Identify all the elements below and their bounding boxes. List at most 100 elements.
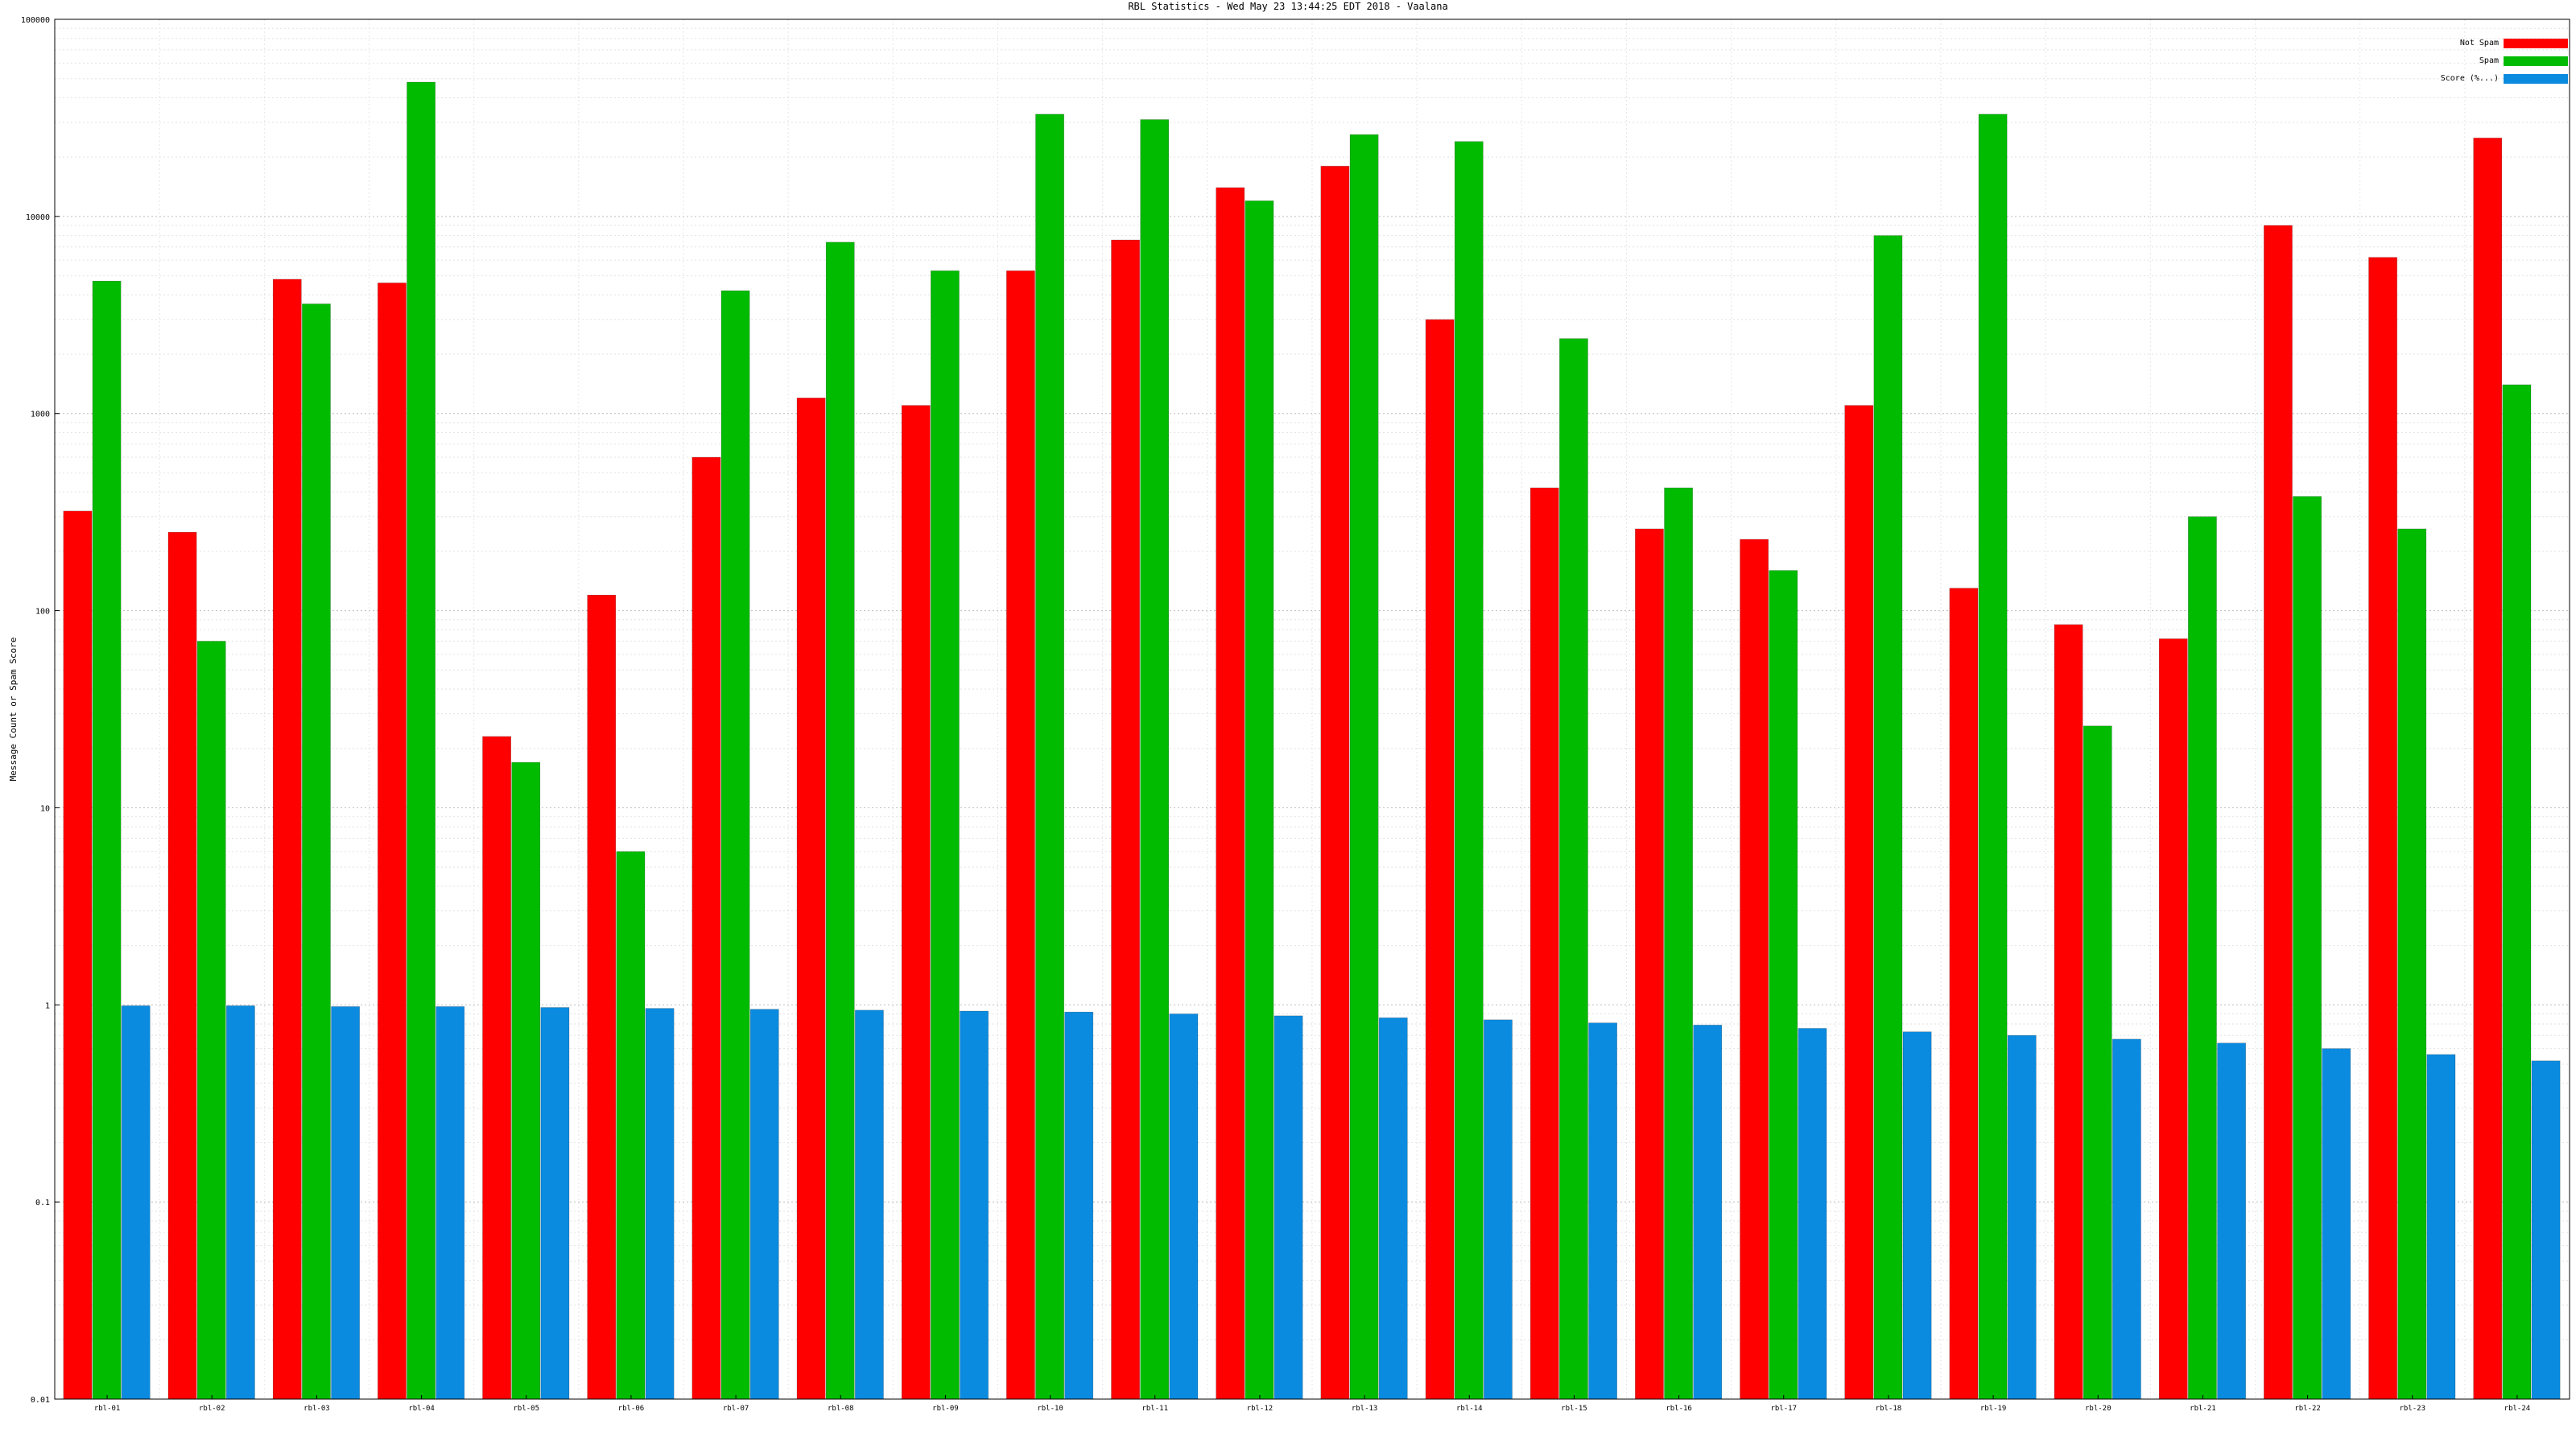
bar-score [1064,1011,1094,1400]
bar-score [1902,1031,1932,1400]
bar-score [645,1008,675,1400]
x-tick-label: rbl-03 [303,1405,330,1413]
ticks-layer: 0.01 0.1 1 10 100 1000 10000 100000 [21,16,60,1405]
axes-layer [54,19,2570,1400]
bar-spam [1978,114,2008,1400]
chart-title: RBL Statistics - Wed May 23 13:44:25 EDT… [1128,1,1447,12]
bar-spam [1454,141,1484,1400]
legend-swatch-spam [2504,56,2568,66]
bar-spam [1664,487,1693,1400]
x-tick-label: rbl-23 [2399,1405,2425,1413]
y-tick-label: 0.1 [35,1199,50,1208]
bar-spam [931,270,960,1400]
y-tick-label: 100 [35,608,50,617]
bar-spam [825,242,855,1400]
y-tick-label: 100000 [21,16,50,25]
y-tick-label: 10000 [26,213,50,222]
x-tick-label: rbl-12 [1247,1405,1274,1413]
x-tick-label: rbl-22 [2294,1405,2321,1413]
legend-label-score: Score (%...) [2441,74,2499,83]
bar-spam [407,81,436,1400]
bar-not-spam [167,531,197,1400]
bar-score [2112,1038,2141,1400]
bar-not-spam [2264,225,2293,1400]
bar-score [1798,1028,1827,1400]
bar-not-spam [63,510,93,1400]
x-tick-label: rbl-21 [2190,1405,2216,1413]
bar-spam [2397,528,2427,1400]
x-tick-label: rbl-16 [1666,1405,1692,1413]
bar-score [121,1005,151,1400]
bar-score [1274,1015,1303,1400]
x-tick-label: rbl-11 [1141,1405,1168,1413]
x-tick-label: rbl-07 [723,1405,749,1413]
bar-not-spam [378,283,407,1400]
legend-label-spam: Spam [2479,56,2499,65]
bar-not-spam [2368,257,2397,1400]
bar-spam [1140,119,1170,1400]
bar-not-spam [1949,588,1979,1400]
bar-score [1693,1025,1723,1400]
bar-score [749,1009,779,1400]
x-ticks-layer: rbl-01 rbl-02 rbl-03 rbl-04 rbl-05 rbl-06 rbl-… [94,1395,2530,1413]
bar-score [2217,1042,2246,1400]
bar-spam [1559,338,1588,1400]
bar-spam [302,303,331,1400]
bar-not-spam [1740,539,1769,1400]
x-tick-label: rbl-17 [1770,1405,1797,1413]
y-tick-label: 0.01 [31,1396,50,1405]
bar-spam [1349,134,1379,1400]
bar-spam [2188,516,2217,1400]
y-tick-label: 10 [40,804,50,813]
x-tick-label: rbl-06 [618,1405,645,1413]
bar-not-spam [482,736,511,1400]
bar-not-spam [796,398,826,1400]
bar-score [2007,1034,2037,1400]
bar-spam [616,851,646,1400]
bar-score [855,1009,884,1400]
plot-frame [54,19,2570,1400]
bar-not-spam [1635,528,1664,1400]
x-tick-label: rbl-05 [513,1405,539,1413]
bar-not-spam [2158,638,2188,1400]
bar-spam [720,290,750,1400]
bar-spam [1245,200,1274,1400]
bar-score [1588,1022,1617,1400]
bar-spam [1035,114,1064,1400]
legend-swatch-score [2504,74,2568,84]
bar-score [436,1006,465,1400]
grid-layer [54,19,2570,1400]
x-tick-label: rbl-24 [2504,1405,2531,1413]
x-tick-label: rbl-19 [1980,1405,2007,1413]
x-tick-label: rbl-09 [932,1405,959,1413]
bar-not-spam [901,405,931,1400]
bar-spam [511,762,541,1400]
y-tick-label: 1000 [31,411,50,419]
bar-spam [1873,235,1903,1400]
bar-not-spam [1425,319,1455,1400]
bar-not-spam [1320,166,1350,1400]
legend: Not Spam Spam Score (%...) [2441,39,2568,84]
x-tick-label: rbl-10 [1037,1405,1063,1413]
bar-not-spam [1530,487,1559,1400]
bar-not-spam [2054,624,2083,1400]
bar-score [2426,1054,2456,1400]
bar-not-spam [691,456,721,1400]
bar-score [2531,1060,2561,1400]
x-tick-label: rbl-20 [2085,1405,2112,1413]
bar-score [1484,1019,1513,1400]
bar-score [1169,1013,1199,1400]
x-tick-label: rbl-13 [1352,1405,1378,1413]
x-tick-label: rbl-02 [199,1405,225,1413]
bar-not-spam [2473,138,2503,1400]
bar-not-spam [1006,270,1035,1400]
x-tick-label: rbl-18 [1876,1405,1902,1413]
bar-not-spam [1111,239,1140,1400]
x-tick-label: rbl-01 [94,1405,121,1413]
x-tick-label: rbl-08 [828,1405,854,1413]
bar-spam [2083,725,2112,1400]
bar-score [1378,1018,1408,1400]
legend-label-not-spam: Not Spam [2460,39,2499,47]
bar-score [331,1006,360,1400]
